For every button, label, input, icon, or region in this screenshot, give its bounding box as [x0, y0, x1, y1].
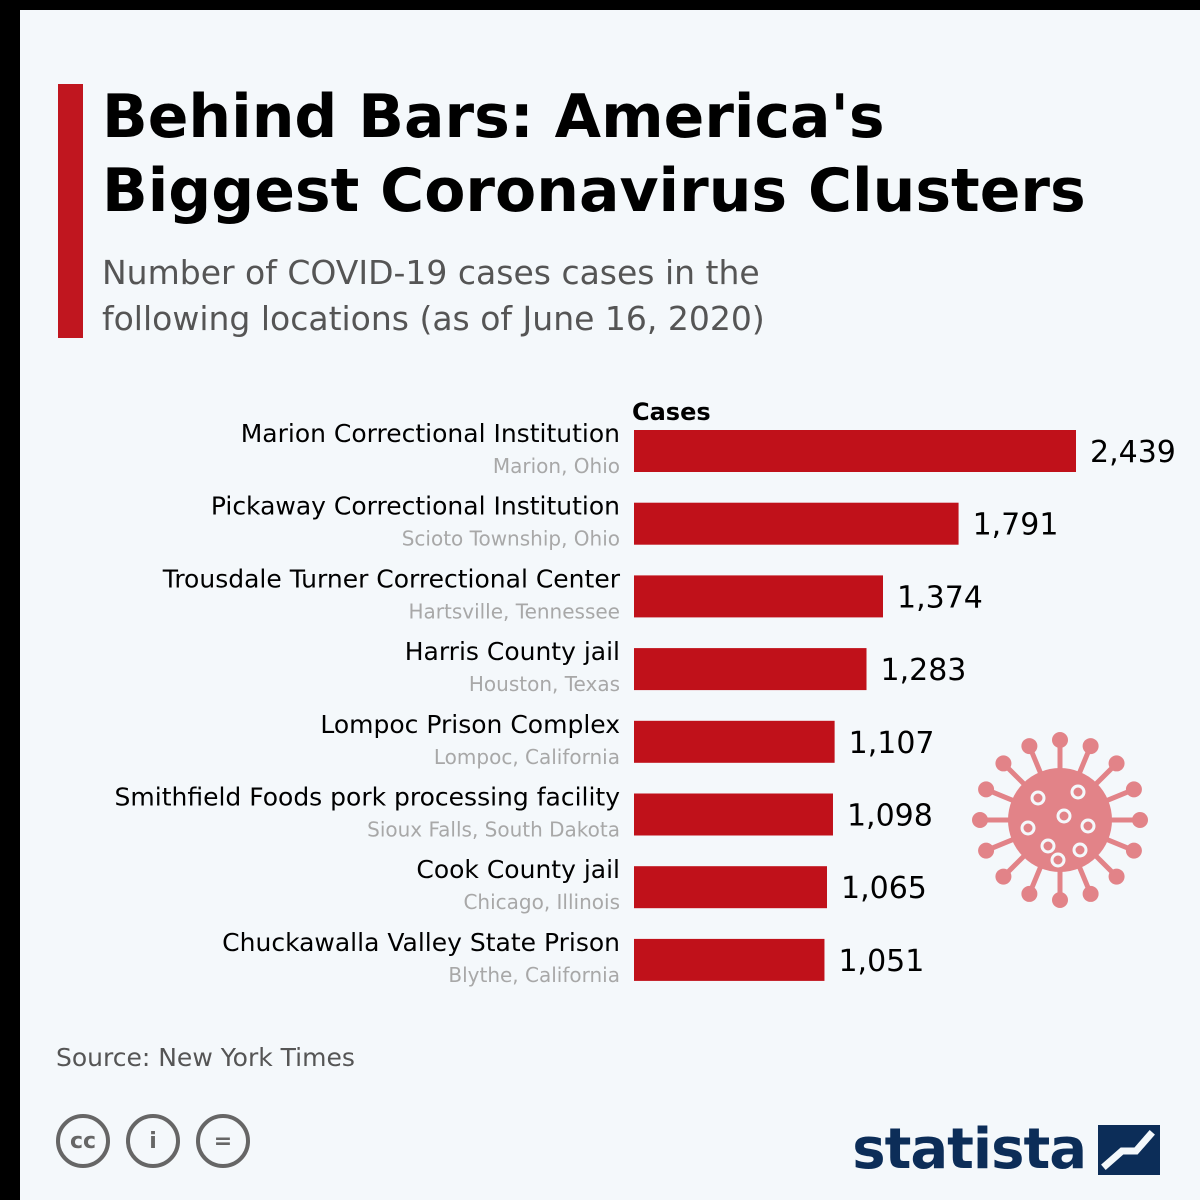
virus-spike-tip [1108, 868, 1125, 885]
category-label: Smithfield Foods pork processing facilit… [115, 783, 621, 812]
virus-spike-tip [1021, 885, 1038, 902]
virus-spike-tip [1082, 885, 1099, 902]
virus-spot [1056, 808, 1072, 824]
bar [634, 575, 883, 618]
virus-spot [1040, 838, 1056, 854]
source-note: Source: New York Times [56, 1043, 355, 1072]
category-label: Chuckawalla Valley State Prison [222, 928, 620, 957]
chart-title-line-2: Biggest Coronavirus Clusters [102, 156, 1086, 226]
virus-spike-tip [972, 812, 988, 828]
bar [634, 430, 1076, 472]
category-location: Blythe, California [448, 963, 620, 987]
data-label: 1,065 [841, 871, 927, 906]
virus-spike-tip [1082, 738, 1099, 755]
virus-spot [1080, 818, 1096, 834]
virus-spot [1020, 820, 1036, 836]
data-label: 1,098 [847, 799, 933, 834]
category-location: Hartsville, Tennessee [408, 599, 620, 623]
infographic-card: Behind Bars: America's Biggest Coronavir… [20, 10, 1200, 1200]
category-label: Trousdale Turner Correctional Center [162, 564, 621, 593]
chart-title: Behind Bars: America's Biggest Coronavir… [102, 80, 1182, 228]
data-label: 1,791 [973, 508, 1059, 543]
nd-icon[interactable]: = [196, 1114, 250, 1168]
chart-subtitle-line-2: following locations (as of June 16, 2020… [102, 299, 765, 338]
category-label: Marion Correctional Institution [241, 419, 620, 448]
virus-spike-tip [1125, 842, 1142, 859]
category-label: Cook County jail [416, 855, 620, 884]
chart-subtitle-line-1: Number of COVID-19 cases cases in the [102, 253, 760, 292]
category-location: Chicago, Illinois [463, 890, 620, 914]
bar [634, 648, 867, 691]
virus-spike-tip [1132, 812, 1148, 828]
data-label: 1,051 [838, 944, 924, 979]
bar [634, 720, 835, 763]
data-label: 1,107 [849, 726, 935, 761]
bar [634, 938, 825, 981]
data-label: 2,439 [1090, 435, 1176, 470]
virus-spike-tip [995, 868, 1012, 885]
bar [634, 502, 959, 545]
category-location: Scioto Township, Ohio [402, 527, 620, 551]
title-accent-bar [58, 84, 83, 338]
virus-spike-tip [978, 842, 995, 859]
category-label: Pickaway Correctional Institution [211, 492, 620, 521]
data-label: 1,283 [881, 653, 967, 688]
bar [634, 793, 833, 836]
virus-spike-tip [1108, 755, 1125, 772]
bar [634, 866, 828, 909]
category-location: Houston, Texas [469, 672, 620, 696]
brand-name: statista [852, 1117, 1087, 1182]
category-label: Lompoc Prison Complex [320, 710, 620, 739]
category-label: Harris County jail [405, 637, 620, 666]
virus-spike-tip [995, 755, 1012, 772]
license-icons: cc i = [56, 1114, 250, 1168]
virus-spike-tip [1052, 732, 1068, 748]
virus-spot [1070, 784, 1086, 800]
by-icon[interactable]: i [126, 1114, 180, 1168]
statista-logo[interactable]: statista [852, 1117, 1160, 1182]
virus-spot [1072, 842, 1088, 858]
virus-spike-tip [978, 781, 995, 798]
category-location: Marion, Ohio [493, 454, 620, 478]
virus-spike-tip [1125, 781, 1142, 798]
virus-icon [972, 732, 1148, 908]
chart-subtitle: Number of COVID-19 cases cases in the fo… [102, 250, 1002, 342]
virus-spike-tip [1052, 892, 1068, 908]
data-label: 1,374 [897, 580, 983, 615]
cc-icon[interactable]: cc [56, 1114, 110, 1168]
virus-spike-tip [1021, 738, 1038, 755]
statista-logo-icon [1098, 1124, 1160, 1175]
chart-title-line-1: Behind Bars: America's [102, 82, 885, 152]
virus-spot [1030, 790, 1046, 806]
virus-spot [1050, 852, 1066, 868]
bar-chart: Cases 2,439 Marion Correctional Institutio… [115, 398, 1176, 987]
category-location: Lompoc, California [434, 745, 620, 769]
value-axis-label: Cases [632, 398, 711, 426]
category-location: Sioux Falls, South Dakota [367, 818, 620, 842]
